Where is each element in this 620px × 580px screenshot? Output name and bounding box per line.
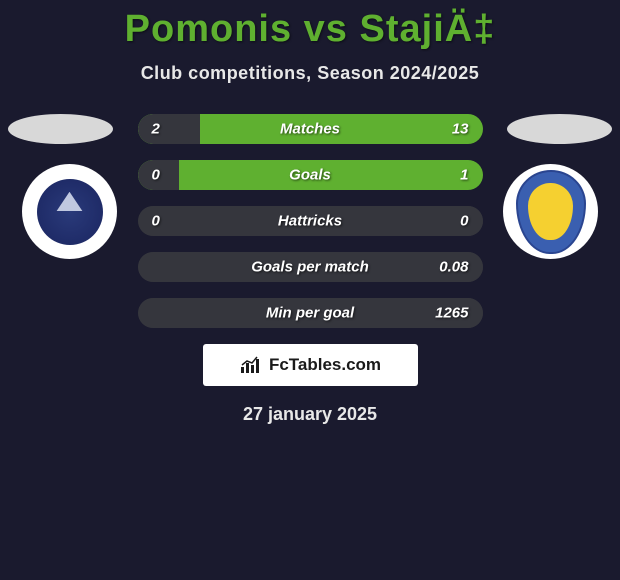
stat-right-value: 1 [460,167,468,184]
header: Pomonis vs StajiÄ‡ Club competitions, Se… [0,0,620,84]
stat-label: Goals [289,167,331,184]
stat-fill [138,114,200,144]
stats-container: 2 Matches 13 0 Goals 1 0 Hattricks 0 Goa… [138,114,483,328]
stat-row-goals-per-match: Goals per match 0.08 [138,252,483,282]
stat-row-min-per-goal: Min per goal 1265 [138,298,483,328]
stat-row-matches: 2 Matches 13 [138,114,483,144]
main-area: 2 Matches 13 0 Goals 1 0 Hattricks 0 Goa… [0,114,620,425]
stat-left-value: 2 [152,121,160,138]
stat-row-goals: 0 Goals 1 [138,160,483,190]
stat-left-value: 0 [152,167,160,184]
ellipse-decoration-left [8,114,113,144]
stat-right-value: 13 [452,121,469,138]
stat-label: Matches [280,121,340,138]
page-subtitle: Club competitions, Season 2024/2025 [0,63,620,84]
stat-right-value: 0 [460,213,468,230]
stat-right-value: 0.08 [439,259,468,276]
stat-label: Goals per match [251,259,369,276]
panetolikos-crest [516,170,586,254]
stat-label: Hattricks [278,213,342,230]
date-label: 27 january 2025 [0,404,620,425]
ellipse-decoration-right [507,114,612,144]
brand-box[interactable]: FcTables.com [203,344,418,386]
team-crest-left[interactable] [22,164,117,259]
stat-right-value: 1265 [435,305,468,322]
stat-row-hattricks: 0 Hattricks 0 [138,206,483,236]
page-title: Pomonis vs StajiÄ‡ [0,8,620,51]
adana-demirspor-crest [37,179,103,245]
stat-left-value: 0 [152,213,160,230]
chart-icon [239,355,263,375]
brand-text: FcTables.com [269,355,381,375]
stat-label: Min per goal [266,305,354,322]
team-crest-right[interactable] [503,164,598,259]
